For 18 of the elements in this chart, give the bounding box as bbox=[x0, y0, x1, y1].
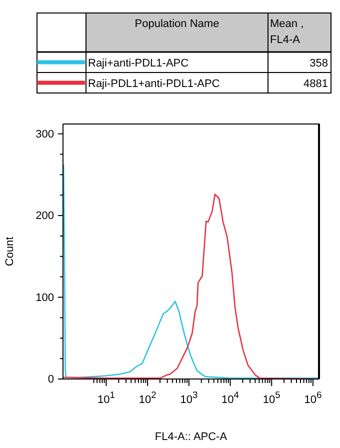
legend-label: Raji+anti-PDL1-APC bbox=[88, 57, 189, 70]
text: 4881 bbox=[304, 78, 328, 90]
x-tick-label: 10$^{4}$ bbox=[222, 390, 239, 406]
y-tick-label: 300 bbox=[36, 128, 54, 140]
x-tick-label: 10$^{5}$ bbox=[262, 390, 280, 406]
y-tick-label: 0 bbox=[48, 374, 54, 386]
legend-label: Raji-PDL1+anti-PDL1-APC bbox=[88, 78, 220, 90]
y-tick-label: 200 bbox=[36, 210, 54, 222]
x-tick-label: 10$^{6}$ bbox=[304, 390, 322, 406]
x-tick-label: 10$^{3}$ bbox=[180, 390, 198, 406]
legend-title: Population Name bbox=[134, 18, 220, 30]
x-axis-title: FL4-A:: APC-A bbox=[154, 431, 228, 443]
text: 358 bbox=[310, 57, 328, 70]
x-tick-label: 10$^{1}$ bbox=[98, 390, 115, 406]
x-tick-label: 10$^{2}$ bbox=[138, 390, 156, 406]
y-tick-label: 100 bbox=[36, 292, 54, 304]
y-axis-title: Count bbox=[4, 236, 16, 266]
text: Mean , FL4-A bbox=[270, 18, 304, 46]
